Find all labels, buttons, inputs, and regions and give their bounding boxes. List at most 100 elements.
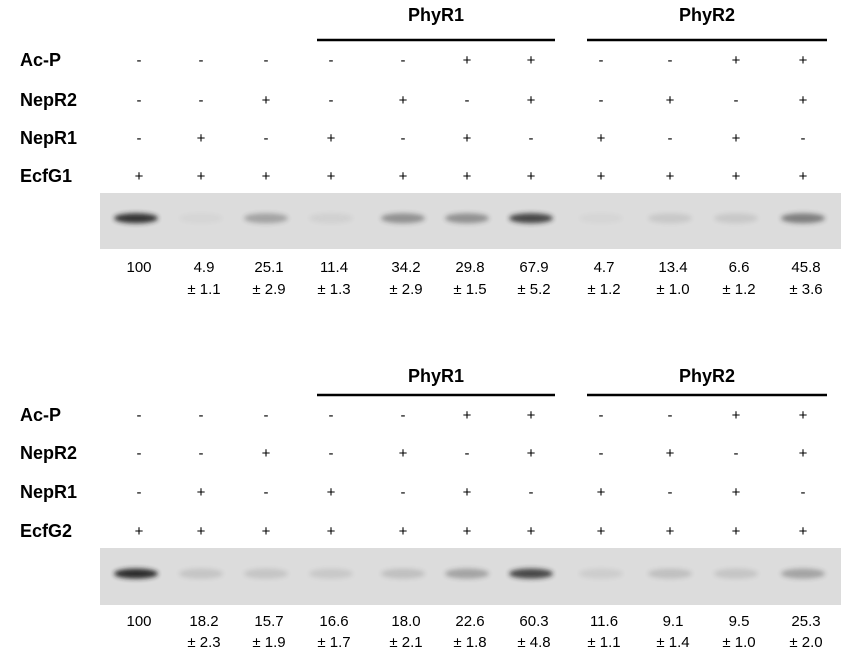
cell-sign: -: [137, 445, 142, 462]
cell-sign: -: [529, 130, 534, 147]
lane-sd: ± 2.1: [389, 634, 422, 650]
cell-sign: -: [668, 52, 673, 69]
cell-sign: +: [262, 92, 271, 109]
lane-mean: 6.6: [729, 259, 750, 276]
lane-sd: ± 1.4: [656, 634, 689, 650]
gel-band: [648, 569, 692, 579]
cell-sign: +: [399, 168, 408, 185]
cell-sign: +: [799, 92, 808, 109]
cell-sign: -: [734, 92, 739, 109]
gel-band: [381, 569, 425, 579]
cell-sign: +: [327, 168, 336, 185]
lane-mean: 18.0: [391, 613, 420, 630]
lane-sd: ± 1.2: [587, 281, 620, 298]
lane-mean: 34.2: [391, 259, 420, 276]
group-label: PhyR1: [408, 5, 464, 25]
cell-sign: +: [597, 130, 606, 147]
cell-sign: +: [463, 407, 472, 424]
cell-sign: -: [668, 407, 673, 424]
cell-sign: -: [599, 445, 604, 462]
cell-sign: -: [199, 52, 204, 69]
row-label: EcfG1: [20, 166, 72, 186]
gel-band: [179, 213, 223, 223]
gel-band: [714, 213, 758, 223]
gel-band: [648, 213, 692, 223]
lane-mean: 9.1: [663, 613, 684, 630]
cell-sign: -: [599, 92, 604, 109]
cell-sign: +: [135, 523, 144, 540]
cell-sign: +: [666, 92, 675, 109]
row-label: NepR2: [20, 90, 77, 110]
cell-sign: +: [327, 484, 336, 501]
lane-sd: ± 2.0: [789, 634, 822, 650]
lane-sd: ± 1.0: [722, 634, 755, 650]
cell-sign: +: [799, 523, 808, 540]
lane-sd: ± 1.3: [317, 281, 350, 298]
lane-mean: 25.1: [254, 259, 283, 276]
cell-sign: +: [399, 523, 408, 540]
lane-mean: 11.6: [590, 613, 618, 630]
cell-sign: +: [799, 407, 808, 424]
cell-sign: -: [199, 92, 204, 109]
lane-mean: 100: [126, 613, 151, 630]
gel-band: [179, 569, 223, 579]
gel-band: [781, 213, 825, 223]
cell-sign: +: [197, 523, 206, 540]
cell-sign: -: [599, 407, 604, 424]
lane-sd: ± 1.8: [453, 634, 486, 650]
cell-sign: +: [666, 523, 675, 540]
gel-band: [714, 569, 758, 579]
gel-band: [244, 213, 288, 223]
cell-sign: +: [135, 168, 144, 185]
gel-band: [244, 569, 288, 579]
cell-sign: -: [734, 445, 739, 462]
cell-sign: +: [463, 484, 472, 501]
lane-mean: 4.9: [194, 259, 215, 276]
cell-sign: +: [463, 168, 472, 185]
lane-sd: ± 1.0: [656, 281, 689, 298]
cell-sign: -: [801, 484, 806, 501]
lane-mean: 16.6: [319, 613, 348, 630]
gel-band: [381, 213, 425, 223]
gel-band: [509, 213, 553, 223]
lane-mean: 29.8: [455, 259, 484, 276]
lane-mean: 25.3: [791, 613, 820, 630]
lane-mean: 13.4: [658, 259, 687, 276]
lane-sd: ± 1.7: [317, 634, 350, 650]
cell-sign: +: [197, 168, 206, 185]
row-label: EcfG2: [20, 521, 72, 541]
cell-sign: +: [262, 168, 271, 185]
cell-sign: +: [262, 445, 271, 462]
lane-sd: ± 5.2: [517, 281, 550, 298]
cell-sign: +: [197, 130, 206, 147]
cell-sign: +: [527, 168, 536, 185]
cell-sign: -: [137, 92, 142, 109]
cell-sign: -: [401, 484, 406, 501]
cell-sign: +: [463, 130, 472, 147]
cell-sign: +: [597, 523, 606, 540]
row-label: NepR1: [20, 128, 77, 148]
gel-band: [114, 569, 158, 579]
cell-sign: +: [666, 168, 675, 185]
lane-mean: 9.5: [729, 613, 750, 630]
lane-sd: ± 2.9: [389, 281, 422, 298]
cell-sign: -: [137, 130, 142, 147]
cell-sign: +: [327, 523, 336, 540]
cell-sign: -: [401, 52, 406, 69]
gel-band: [781, 569, 825, 579]
lane-mean: 100: [126, 259, 151, 276]
gel-band: [445, 569, 489, 579]
lane-sd: ± 2.3: [187, 634, 220, 650]
cell-sign: -: [329, 52, 334, 69]
cell-sign: -: [401, 407, 406, 424]
cell-sign: +: [463, 52, 472, 69]
group-label: PhyR2: [679, 5, 735, 25]
gel-band: [309, 569, 353, 579]
lane-sd: ± 4.8: [517, 634, 550, 650]
cell-sign: +: [732, 52, 741, 69]
cell-sign: +: [527, 52, 536, 69]
cell-sign: -: [137, 52, 142, 69]
cell-sign: +: [666, 445, 675, 462]
cell-sign: -: [264, 130, 269, 147]
cell-sign: +: [262, 523, 271, 540]
